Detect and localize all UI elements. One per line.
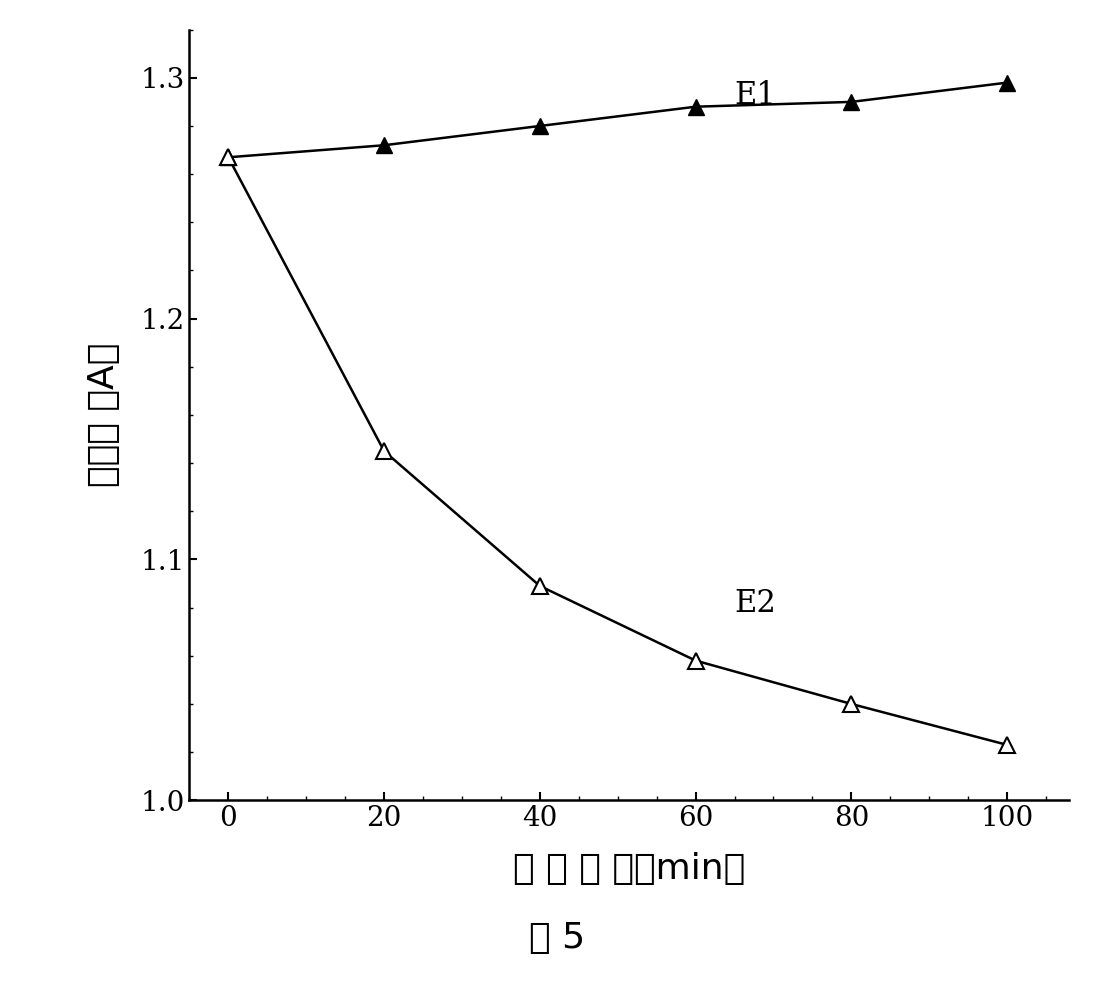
Text: E2: E2 bbox=[734, 589, 776, 619]
Text: 图 5: 图 5 bbox=[529, 922, 585, 955]
X-axis label: 光 照 时 间（min）: 光 照 时 间（min） bbox=[514, 852, 745, 885]
Text: E1: E1 bbox=[734, 80, 776, 112]
Y-axis label: 吸光度 （A）: 吸光度 （A） bbox=[87, 343, 120, 487]
